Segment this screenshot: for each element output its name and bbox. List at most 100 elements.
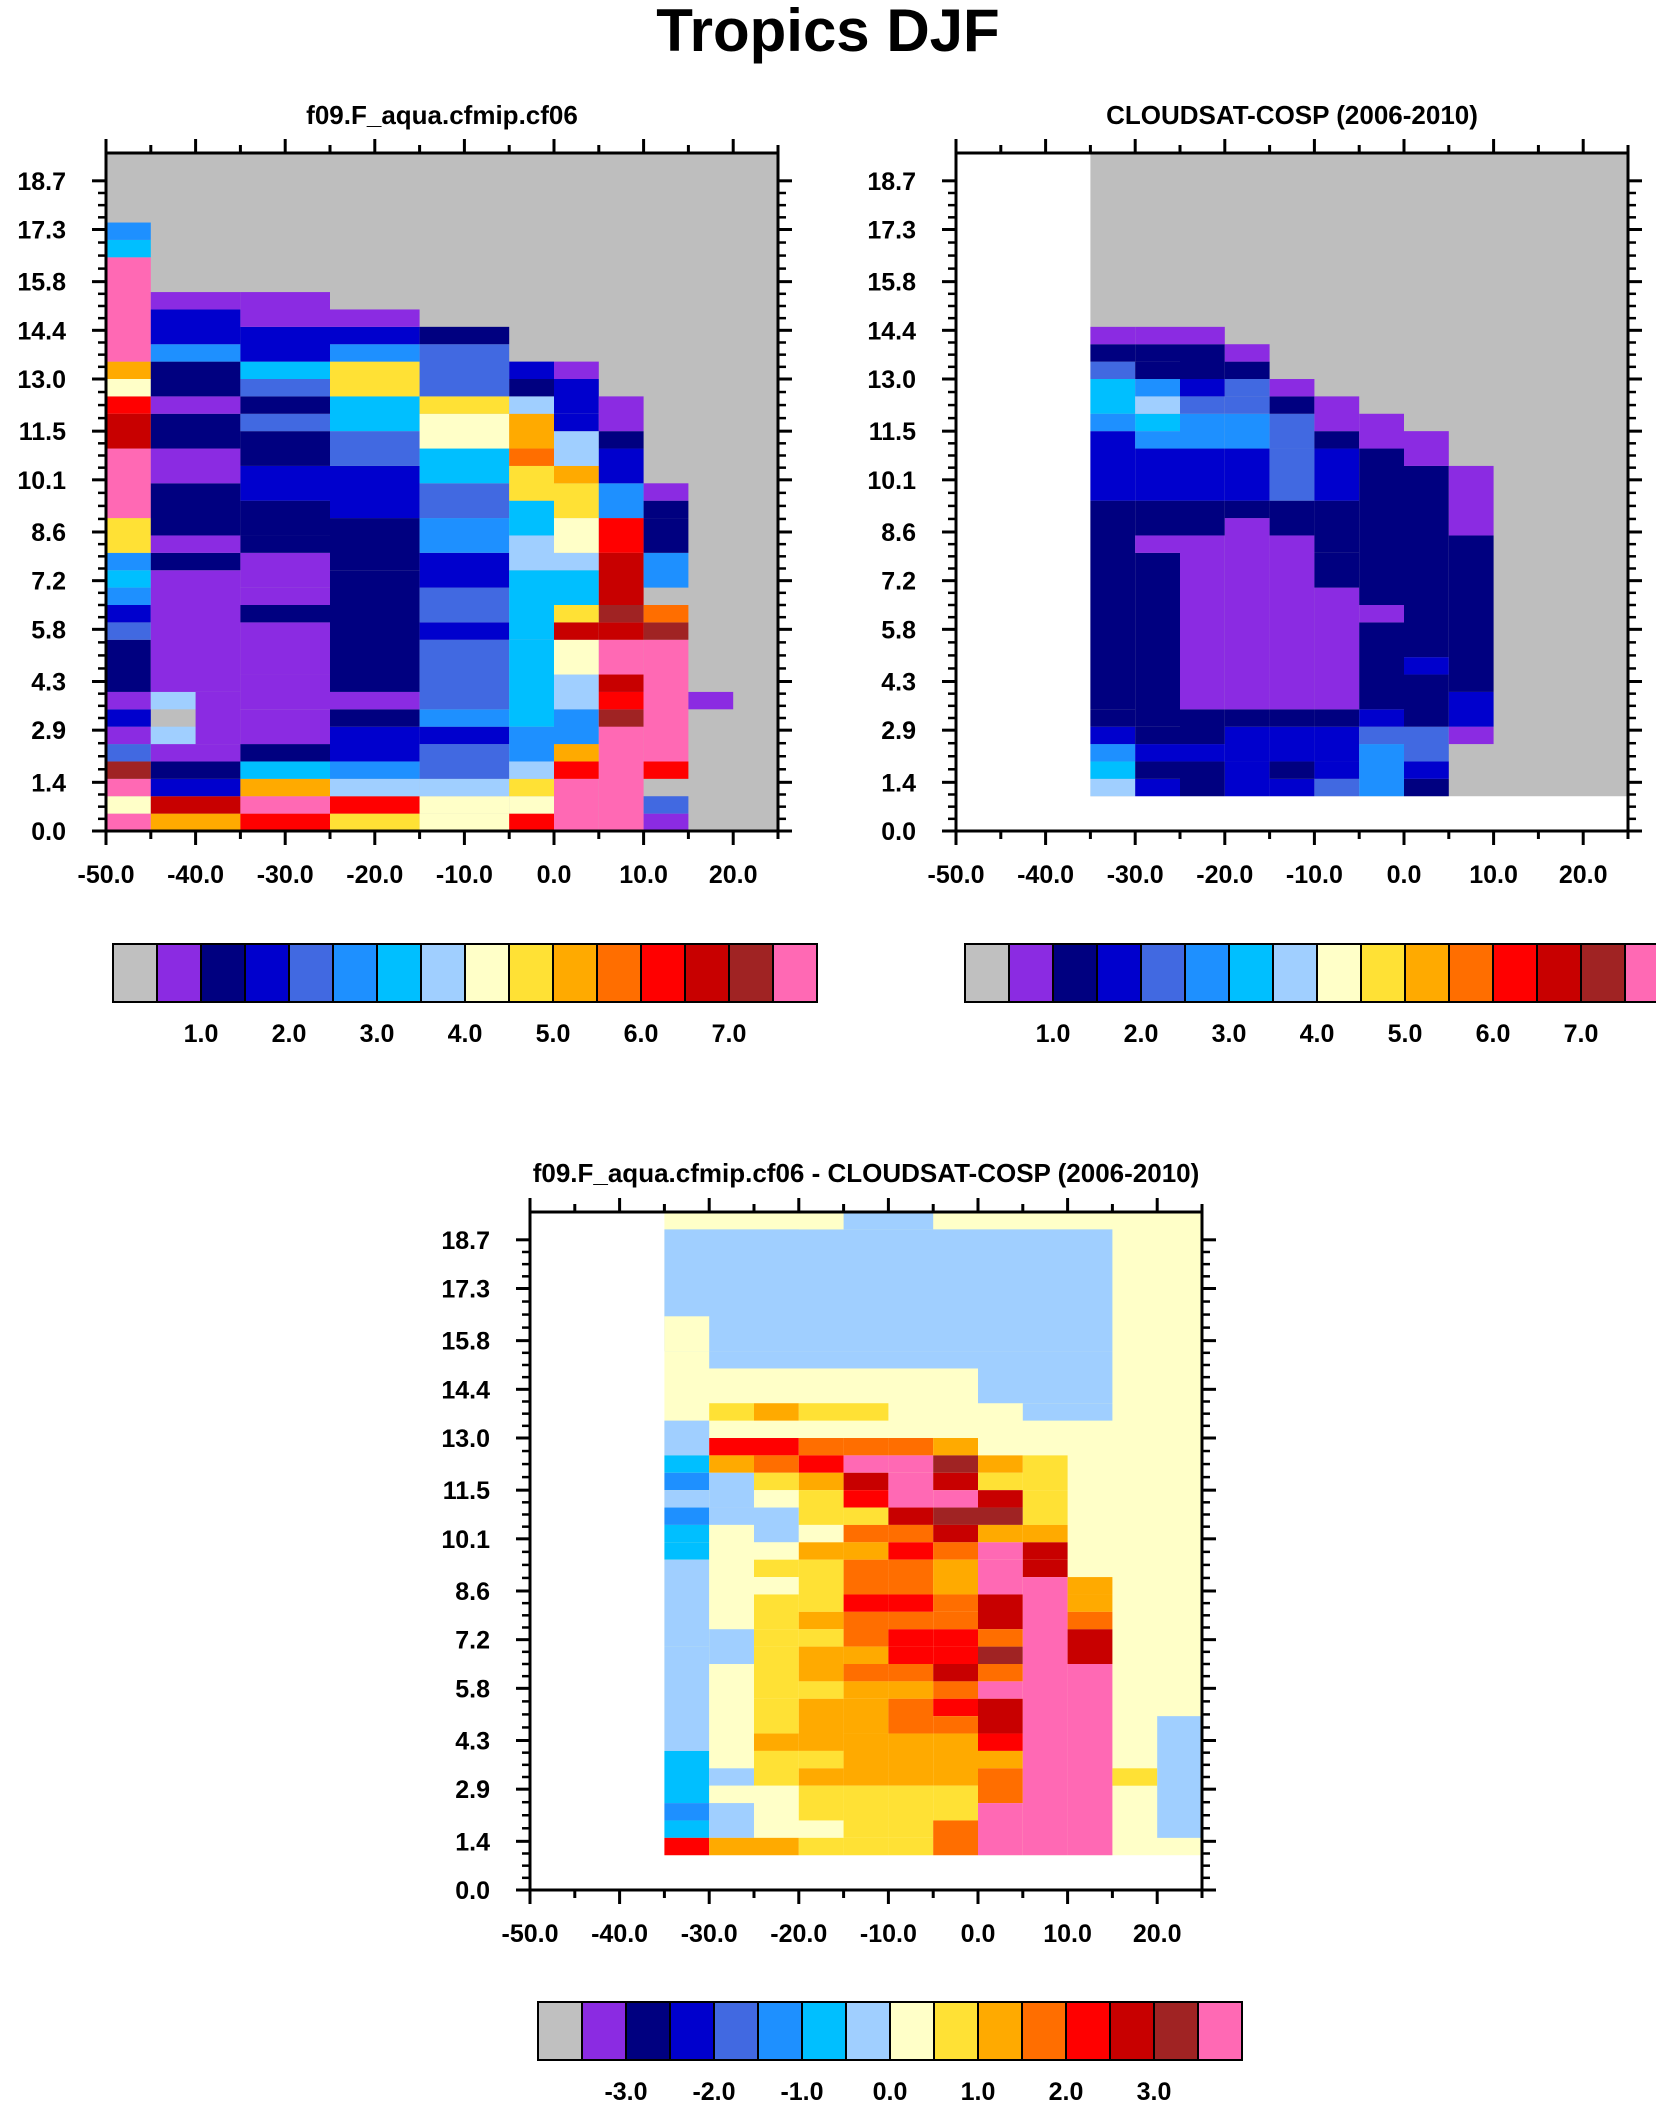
colorbar-swatch [1109,2001,1155,2061]
x-tick-label: 0.0 [1387,861,1422,889]
heatmap-cell [1090,500,1136,710]
heatmap-cell [598,639,644,831]
heatmap-cell [1404,657,1449,675]
heatmap-cell [554,709,599,745]
colorbar: 1.0 2.0 3.0 4.0 5.0 6.0 7.0 [112,943,818,1048]
heatmap-cell [754,1559,799,1578]
heatmap-cell [509,570,554,605]
heatmap-cell [509,778,554,797]
heatmap-cell [150,796,241,814]
heatmap-cell [933,1820,978,1856]
colorbar-swatch [1580,943,1626,1003]
y-tick-label: 1.4 [881,769,916,797]
heatmap-cell [240,761,330,779]
heatmap-cell [240,587,330,605]
heatmap-cell [1022,1490,1068,1525]
heatmap-cell [554,778,599,831]
heatmap-cell [1022,1577,1068,1856]
colorbar-label: 1.0 [961,2078,996,2106]
heatmap-cell [1135,761,1180,779]
heatmap-cell [978,1681,1023,1699]
y-tick-label: 7.2 [881,568,916,596]
heatmap-cell [240,431,330,466]
heatmap-cell [978,1646,1023,1664]
heatmap-cell [843,1524,889,1543]
heatmap-cell [664,1472,710,1491]
heatmap-cell [240,709,330,745]
heatmap-cell [509,413,554,449]
heatmap-cell [933,1455,978,1473]
heatmap-cell [330,431,420,466]
heatmap-cell [106,570,151,588]
x-tick-label: -50.0 [928,861,985,889]
heatmap-cell [1404,726,1449,762]
heatmap-cell [843,1646,889,1664]
heatmap-cell [1224,396,1270,414]
heatmap-cell [664,1820,710,1838]
heatmap-cell [106,709,151,727]
heatmap-cell [106,622,151,640]
heatmap-cell [554,361,599,379]
colorbar-swatch [801,2001,847,2061]
heatmap-cell [106,691,151,710]
heatmap-cell [1135,535,1180,553]
heatmap-cell [664,1229,1113,1352]
colorbar-swatch [1624,943,1656,1003]
heatmap-cell [598,674,644,692]
heatmap-cell [1022,1542,1068,1560]
y-tick-label: 4.3 [881,668,916,696]
heatmap-cell [240,796,330,814]
heatmap-cell [709,1438,754,1456]
heatmap-cell [798,1472,844,1491]
heatmap-cell [933,1698,978,1717]
heatmap-cell [888,1646,934,1664]
heatmap-cell [1359,726,1404,745]
colorbar-label: 3.0 [1212,1020,1247,1048]
y-tick-label: 10.1 [17,467,66,495]
colorbar-swatch [156,943,202,1003]
y-tick-label: 13.0 [441,1425,490,1453]
heatmap-cell [888,1507,934,1525]
y-tick-label: 14.4 [867,317,916,345]
heatmap-cell [933,1438,978,1456]
y-tick-label: 8.6 [881,519,916,547]
heatmap-cell [643,552,689,588]
heatmap-cell [1314,552,1360,588]
heatmap-cell [240,465,330,501]
colorbar-swatch [537,2001,583,2061]
heatmap-cell [1067,1611,1113,1630]
heatmap-cell [330,796,420,814]
heatmap-cell [598,709,644,727]
heatmap-cell [1090,778,1136,797]
heatmap-cell [598,552,644,605]
heatmap-cell [106,239,151,258]
heatmap-cell [1314,431,1360,449]
heatmap-cell [1135,778,1180,797]
colorbar-label: 6.0 [624,1020,659,1048]
y-tick-label: 10.1 [441,1526,490,1554]
colorbar-swatch [933,2001,979,2061]
heatmap-cell [598,605,644,623]
heatmap-cell [664,1420,710,1456]
heatmap-cell [419,709,510,727]
heatmap-cell [1359,744,1404,797]
heatmap-cell [330,326,420,345]
y-tick-label: 5.8 [881,616,916,644]
heatmap-cell [1224,709,1270,727]
y-tick-label: 15.8 [867,269,916,297]
x-tick-label: 20.0 [1559,861,1608,889]
heatmap-cell [150,778,241,797]
heatmap-cell [1359,605,1404,623]
heatmap-cell [664,1559,710,1647]
heatmap-cell [106,813,151,831]
heatmap-cell [933,1629,978,1647]
heatmap-cell [106,413,151,449]
heatmap-cell [330,396,420,432]
heatmap-cell [509,796,554,814]
heatmap-cell [509,361,554,379]
colorbar-label: 1.0 [184,1020,219,1048]
heatmap-cell [754,1785,799,1838]
heatmap-cell [1224,379,1270,397]
x-tick-label: -40.0 [591,1920,648,1948]
